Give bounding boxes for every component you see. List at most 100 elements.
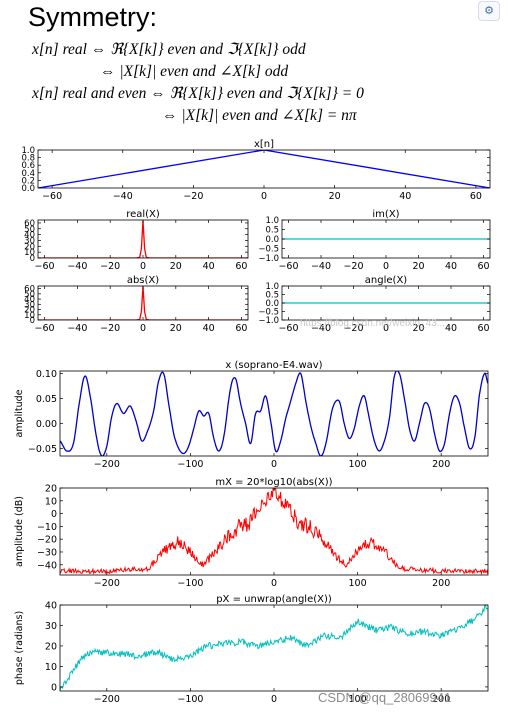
y-tick-label: 0.5 <box>265 291 279 301</box>
x-tick-label: 60 <box>235 261 247 272</box>
chart-imX: im(X) −60 −40 −20 0 20 40 60 −1.0−0.50.00.51.0 <box>258 209 491 272</box>
y-tick-label: 0.00 <box>36 419 57 430</box>
x-tick-label: 0 <box>271 578 277 589</box>
x-tick-label: 0 <box>271 459 277 470</box>
x-tick-label: −200 <box>94 459 120 470</box>
y-tick-label: −10 <box>37 522 57 533</box>
chart-mX: mX = 20*log10(abs(X))amplitude (dB)−200−… <box>14 477 489 589</box>
watermark: CSDN @qq_28069941 <box>318 690 452 705</box>
series-line-mX <box>60 488 488 575</box>
y-tick-label: 20 <box>45 641 57 652</box>
x-tick-label: 0 <box>140 323 146 334</box>
x-tick-label: 200 <box>432 694 450 705</box>
x-tick-label: 60 <box>235 323 247 334</box>
y-tick-label: 30 <box>24 236 35 246</box>
x-tick-label: 0 <box>383 261 389 272</box>
series-line-xn <box>38 150 490 188</box>
y-tick-label: 20 <box>24 242 35 252</box>
x-tick-label: 200 <box>432 459 450 470</box>
x-tick-label: 0 <box>271 694 277 705</box>
equation-2: ⇔ |X[k]| even and ∠X[k] odd <box>100 63 289 80</box>
x-tick-label: −20 <box>343 323 363 334</box>
x-tick-label: −100 <box>177 459 203 470</box>
x-tick-label: 100 <box>349 578 367 589</box>
chart-angleX: angle(X) −60 −40 −20 0 20 40 60 −1.0−0.50.00.51.… <box>258 275 491 334</box>
y-tick-label: 0.2 <box>21 176 35 186</box>
x-tick-label: 20 <box>170 261 182 272</box>
x-tick-label: −20 <box>183 191 203 202</box>
x-tick-label: −200 <box>94 578 120 589</box>
watermark-faint: https://blog.csdn.net/weixin_43... <box>300 318 446 329</box>
plot-frame-xn <box>37 149 491 189</box>
y-tick-label: −30 <box>37 547 57 558</box>
series-line-soprano <box>60 371 488 456</box>
x-tick-label: −40 <box>311 323 331 334</box>
y-tick-label: 1.0 <box>265 216 279 226</box>
chart-title-xn: x[n] <box>254 139 274 150</box>
y-tick-label: 0.4 <box>21 169 35 179</box>
chart-title-angleX: angle(X) <box>365 275 407 286</box>
settings-icon[interactable]: ⚙ <box>478 1 500 21</box>
x-tick-label: 20 <box>329 191 341 202</box>
x-tick-label: 40 <box>203 261 215 272</box>
x-tick-label: −60 <box>42 191 62 202</box>
x-tick-label: −200 <box>94 694 120 705</box>
y-axis-label-soprano: amplitude <box>14 389 25 437</box>
x-tick-label: 60 <box>477 261 489 272</box>
y-axis-label-mX: amplitude (dB) <box>14 496 25 567</box>
y-tick-label: 40 <box>24 231 35 241</box>
y-tick-label: 0.6 <box>21 161 35 171</box>
x-tick-label: 200 <box>432 578 450 589</box>
x-tick-label: 20 <box>412 261 424 272</box>
x-tick-label: −40 <box>67 323 87 334</box>
chart-title-absX: abs(X) <box>127 275 159 286</box>
y-tick-label: 30 <box>45 621 57 632</box>
y-tick-label: −20 <box>37 535 57 546</box>
y-tick-label: 0.05 <box>36 394 57 405</box>
y-tick-label: 50 <box>24 290 35 300</box>
x-tick-label: −100 <box>177 694 203 705</box>
y-tick-label: −1.0 <box>258 316 279 326</box>
x-tick-label: −40 <box>67 261 87 272</box>
y-tick-label: 10 <box>24 248 35 258</box>
x-tick-label: 60 <box>470 191 482 202</box>
y-tick-label: −0.5 <box>258 308 279 318</box>
x-tick-label: 40 <box>445 261 457 272</box>
x-tick-label: −100 <box>177 578 203 589</box>
y-tick-label: 0 <box>30 316 35 326</box>
y-tick-label: −40 <box>37 560 57 571</box>
equation-1: x[n] real ⇔ ℜ{X[k]} even and ℑ{X[k]} odd <box>32 41 306 58</box>
y-tick-label: 0.10 <box>36 369 57 380</box>
y-tick-label: 40 <box>24 295 35 305</box>
y-tick-label: 0.8 <box>21 154 35 164</box>
plot-frame-mX <box>59 487 489 576</box>
chart-title-soprano: x (soprano-E4.wav) <box>225 360 322 371</box>
y-tick-label: 30 <box>24 300 35 310</box>
plot-frame-pX <box>59 604 489 692</box>
x-tick-label: −60 <box>35 323 55 334</box>
y-tick-label: 50 <box>24 225 35 235</box>
series-line-pX <box>60 605 488 691</box>
y-tick-label: 40 <box>45 601 57 612</box>
chart-title-pX: pX = unwrap(angle(X)) <box>216 594 332 605</box>
x-tick-label: −20 <box>100 261 120 272</box>
y-tick-label: 10 <box>45 496 57 507</box>
y-tick-label: 0 <box>30 254 35 264</box>
series-line-absX <box>38 286 248 320</box>
chart-soprano: x (soprano-E4.wav) amplitude −200 −100 0 100 2… <box>14 360 489 470</box>
x-tick-label: 40 <box>445 323 457 334</box>
x-tick-label: 20 <box>170 323 182 334</box>
x-tick-label: −20 <box>100 323 120 334</box>
x-tick-label: −20 <box>343 261 363 272</box>
y-tick-label: 20 <box>45 484 57 495</box>
y-tick-label: 1.0 <box>21 146 35 156</box>
y-tick-label: 10 <box>45 662 57 673</box>
x-tick-label: 60 <box>477 323 489 334</box>
y-tick-label: 0 <box>51 509 57 520</box>
y-tick-label: 20 <box>24 306 35 316</box>
equation-3: x[n] real and even ⇔ ℜ{X[k]} even and ℑ{… <box>32 85 364 102</box>
chart-xn: x[n] −60 −40 −20 0 20 40 60 0.00.20.40.60.81.0 <box>21 139 491 202</box>
y-tick-label: 0.0 <box>21 184 35 194</box>
